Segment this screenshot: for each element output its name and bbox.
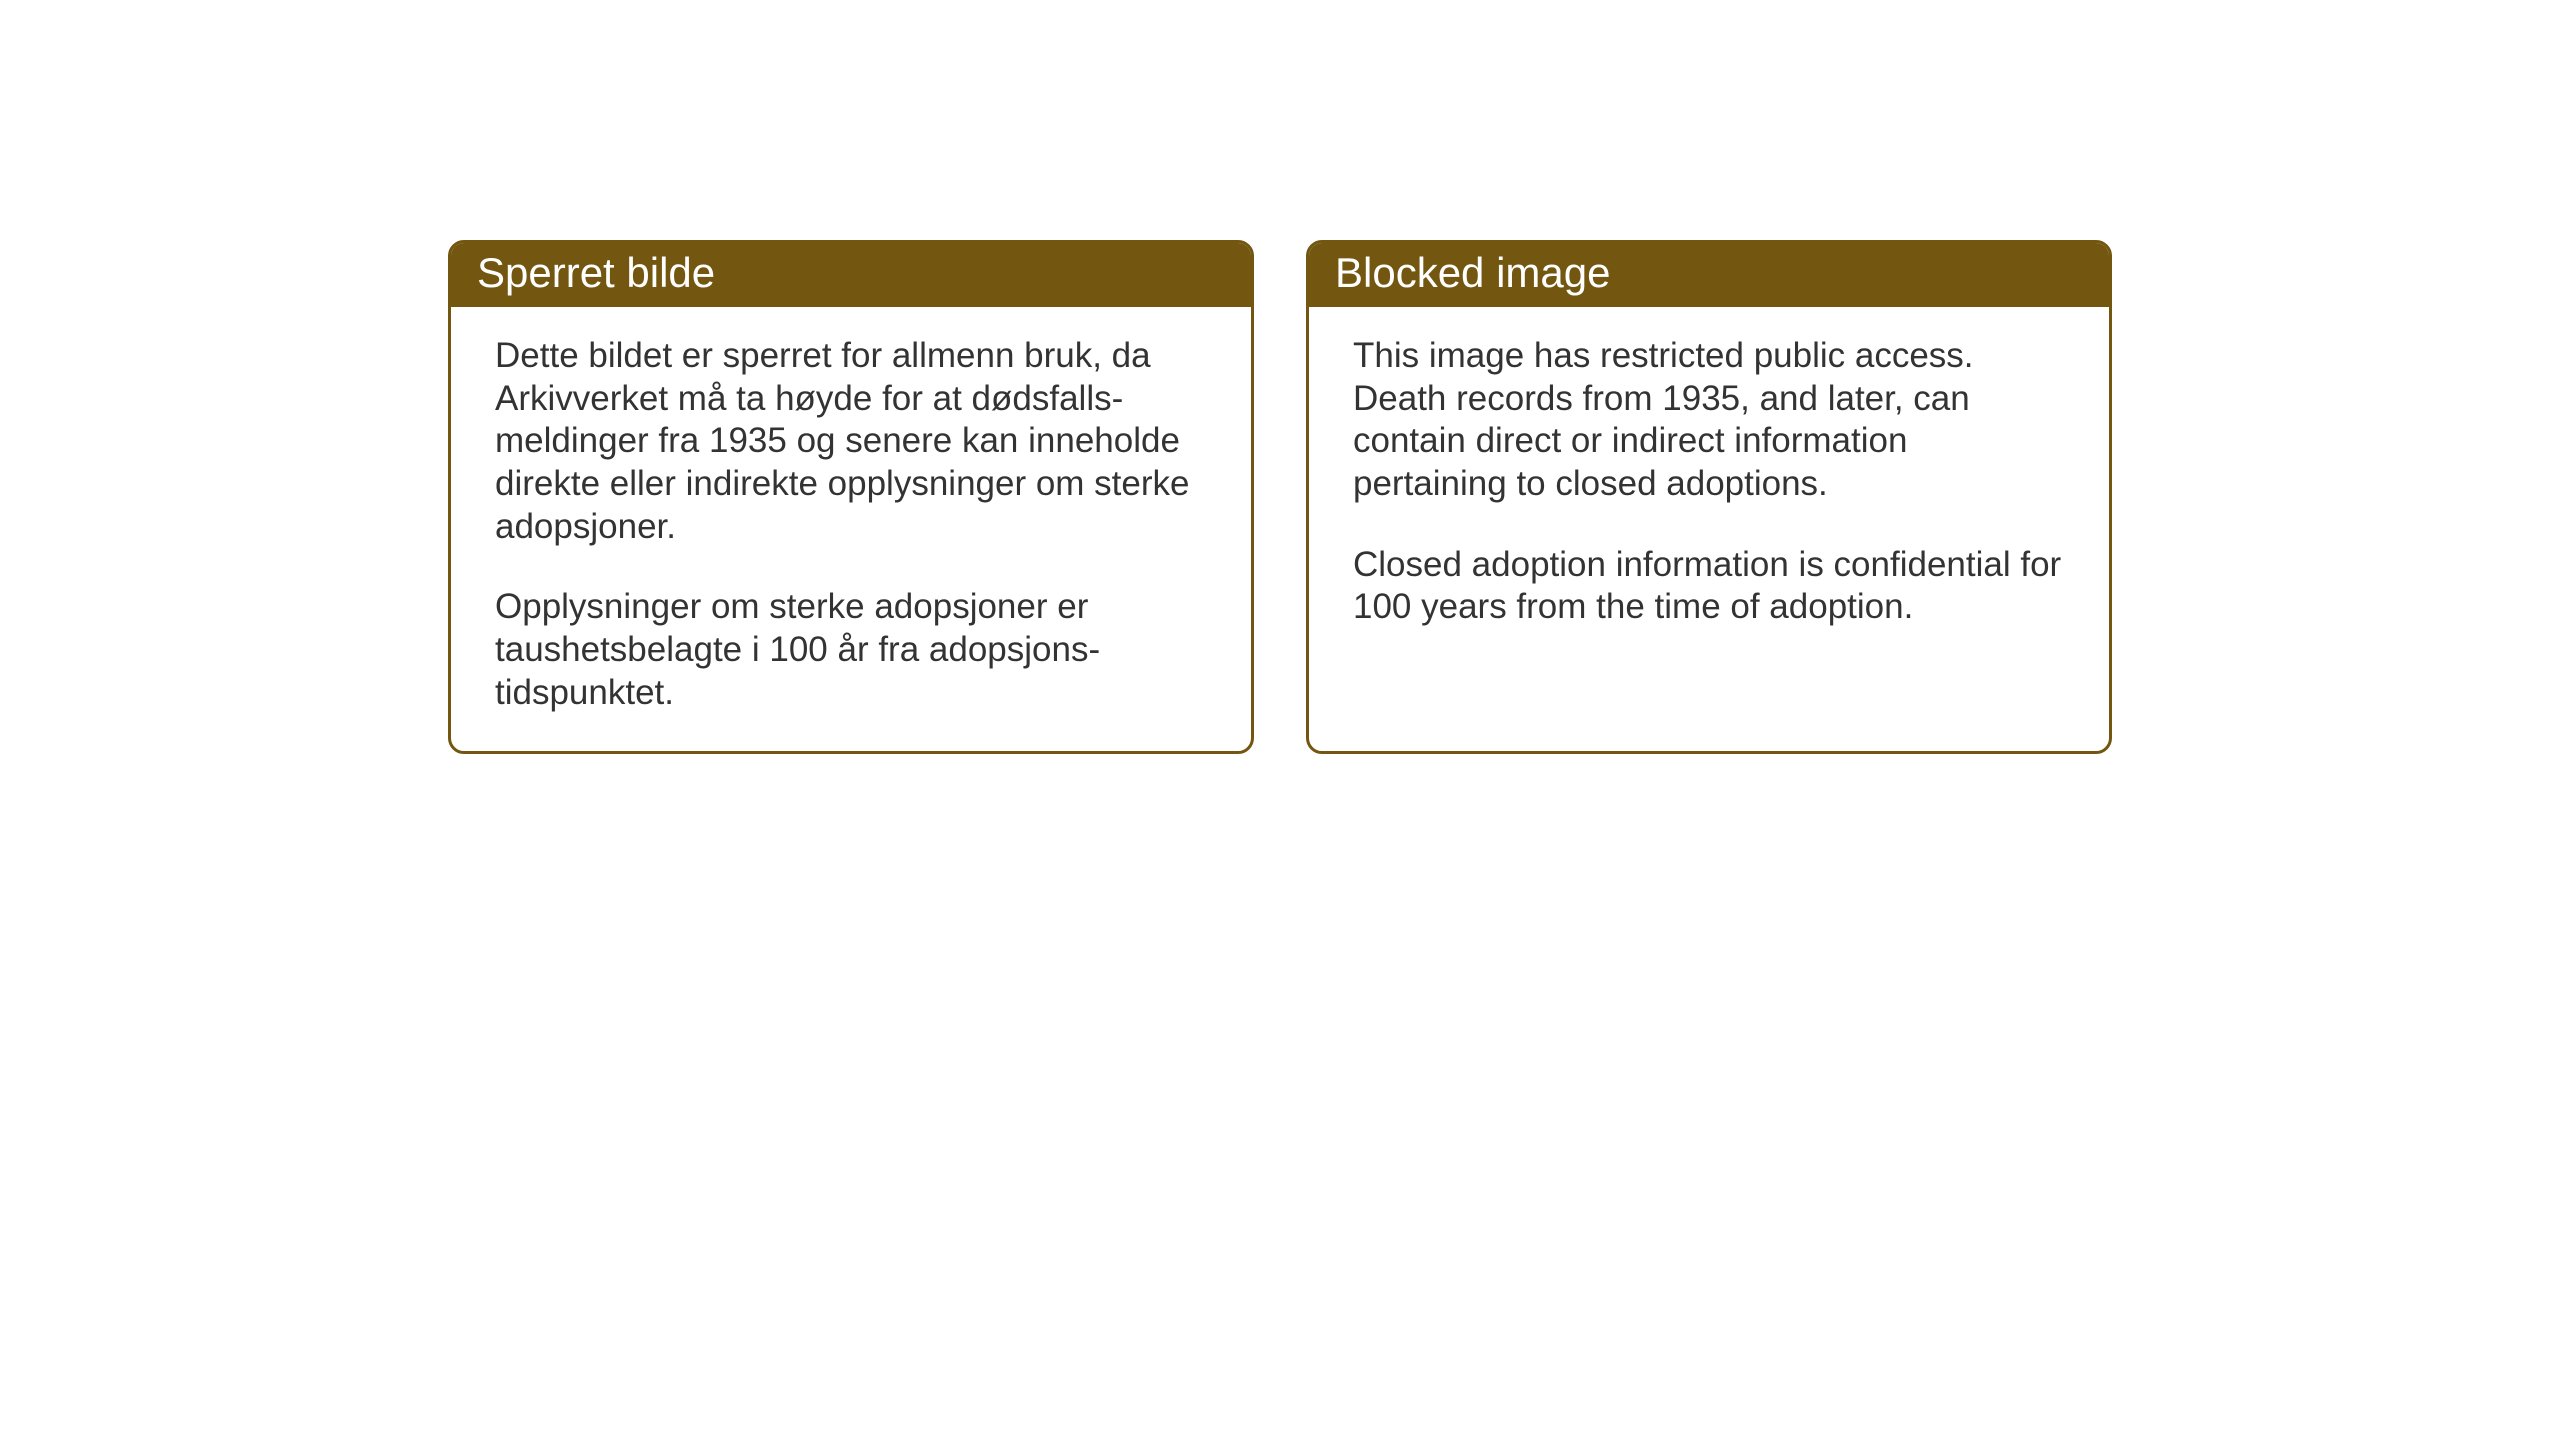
card-body-norwegian: Dette bildet er sperret for allmenn bruk… — [451, 307, 1251, 751]
card-paragraph-1-norwegian: Dette bildet er sperret for allmenn bruk… — [495, 335, 1207, 548]
notice-card-english: Blocked image This image has restricted … — [1306, 240, 2112, 754]
card-paragraph-2-english: Closed adoption information is confident… — [1353, 544, 2065, 629]
card-paragraph-1-english: This image has restricted public access.… — [1353, 335, 2065, 506]
notice-card-norwegian: Sperret bilde Dette bildet er sperret fo… — [448, 240, 1254, 754]
card-header-norwegian: Sperret bilde — [451, 243, 1251, 307]
notice-container: Sperret bilde Dette bildet er sperret fo… — [448, 240, 2112, 754]
card-header-english: Blocked image — [1309, 243, 2109, 307]
card-paragraph-2-norwegian: Opplysninger om sterke adopsjoner er tau… — [495, 586, 1207, 714]
card-body-english: This image has restricted public access.… — [1309, 307, 2109, 719]
